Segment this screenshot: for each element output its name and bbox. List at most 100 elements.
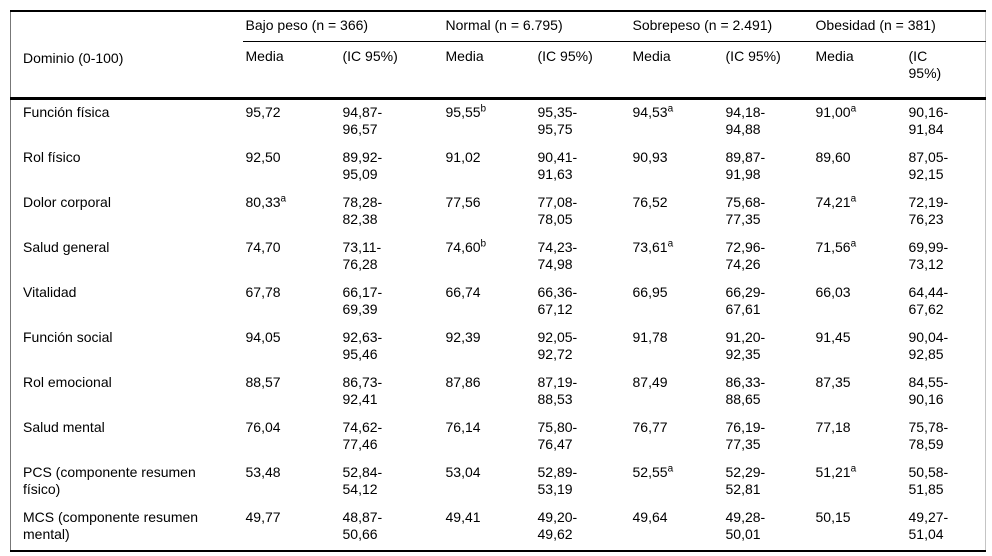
- ci-value: 94,87- 96,57: [342, 104, 383, 137]
- significance-marker: a: [850, 193, 857, 205]
- media-column-header: Media: [812, 41, 906, 100]
- table-header: Dominio (0-100) Bajo peso (n = 366) Norma…: [10, 11, 986, 100]
- significance-marker: b: [480, 103, 487, 115]
- media-value: 94,53a: [632, 103, 674, 120]
- ci-value: 90,04- 92,85: [908, 329, 949, 362]
- ci-column-header: (IC 95%): [722, 41, 813, 100]
- ci-value: 95,35- 95,75: [537, 104, 578, 137]
- ci-value: 73,11- 76,28: [342, 239, 382, 272]
- table-row: Rol emocional 88,57 86,73- 92,41 87,86 87,19-…: [11, 370, 986, 415]
- media-value: 87,35: [815, 374, 851, 390]
- media-value: 87,86: [445, 374, 481, 390]
- media-value: 53,48: [245, 464, 281, 480]
- table-row: Dolor corporal 80,33a 78,28- 82,38 77,56 77,0…: [11, 190, 986, 235]
- media-value: 90,93: [632, 149, 668, 165]
- ci-value: 77,08- 78,05: [537, 194, 578, 227]
- media-value: 66,03: [815, 284, 851, 300]
- media-value: 74,60b: [445, 238, 487, 255]
- ci-value: 87,05- 92,15: [908, 149, 949, 182]
- media-value: 91,02: [445, 149, 481, 165]
- ci-value: 49,27- 51,04: [905, 505, 986, 552]
- media-column-header: Media: [242, 41, 340, 100]
- ci-value: 86,33- 88,65: [725, 374, 766, 407]
- significance-marker: a: [667, 238, 674, 250]
- ci-value: 49,20- 49,62: [534, 505, 630, 552]
- ci-value: 64,44- 67,62: [908, 284, 949, 317]
- ci-value: 92,63- 95,46: [342, 329, 383, 362]
- ci-value: 52,29- 52,81: [725, 464, 766, 497]
- significance-marker: a: [667, 103, 674, 115]
- media-value: 77,18: [815, 419, 851, 435]
- table-row: PCS (componente resumen físico) 53,48 52,8…: [11, 460, 986, 505]
- media-value: 95,55b: [445, 103, 487, 120]
- table-row: Salud general 74,70 73,11- 76,28 74,60b 74,23…: [11, 235, 986, 280]
- ci-value: 49,28- 50,01: [722, 505, 813, 552]
- media-value: 74,21a: [815, 193, 857, 210]
- media-value: 51,21a: [815, 463, 857, 480]
- ci-value: 94,18- 94,88: [725, 104, 766, 137]
- ci-value: 74,62- 77,46: [342, 419, 383, 452]
- media-value: 91,78: [632, 329, 668, 345]
- ci-value: 66,29- 67,61: [725, 284, 766, 317]
- table-body: Función física 95,72 94,87- 96,57 95,55b 95,3…: [10, 99, 986, 552]
- sf36-by-weight-table: Dominio (0-100) Bajo peso (n = 366) Norma…: [10, 10, 987, 552]
- ci-value: 52,84- 54,12: [342, 464, 383, 497]
- table-row: Función social 94,05 92,63- 95,46 92,39 92,05…: [11, 325, 986, 370]
- significance-marker: a: [850, 103, 857, 115]
- domain-label: MCS (componente resumen mental): [10, 505, 243, 552]
- ci-column-header: (IC 95%): [339, 41, 443, 100]
- ci-value: 87,19- 88,53: [537, 374, 578, 407]
- media-value: 66,74: [445, 284, 481, 300]
- significance-marker: a: [667, 463, 674, 475]
- group-header: Normal (n = 6.795): [442, 11, 630, 42]
- domain-label: Vitalidad: [23, 284, 77, 300]
- media-value: 95,72: [245, 104, 281, 120]
- domain-label: Rol emocional: [23, 374, 112, 390]
- domain-label: PCS (componente resumen físico): [23, 464, 196, 497]
- media-value: 76,14: [445, 419, 481, 435]
- media-value: 80,33a: [245, 193, 287, 210]
- media-value: 76,04: [245, 419, 281, 435]
- media-value: 94,05: [245, 329, 281, 345]
- domain-label: Función física: [23, 104, 110, 120]
- domain-column-header: Dominio (0-100): [10, 11, 243, 100]
- ci-value: 66,36- 67,12: [537, 284, 578, 317]
- media-value: 66,95: [632, 284, 668, 300]
- ci-value: 84,55- 90,16: [908, 374, 949, 407]
- media-value: 73,61a: [632, 238, 674, 255]
- media-value: 67,78: [245, 284, 281, 300]
- media-column-header: Media: [629, 41, 723, 100]
- results-table-container: Dominio (0-100) Bajo peso (n = 366) Norma…: [10, 10, 987, 552]
- media-value: 77,56: [445, 194, 481, 210]
- ci-value: 75,78- 78,59: [908, 419, 949, 452]
- media-value: 88,57: [245, 374, 281, 390]
- subheader-row: Media (IC 95%) Media (IC 95%) Media (IC 95%) M…: [11, 41, 986, 100]
- ci-value: 72,96- 74,26: [725, 239, 766, 272]
- media-value: 91,45: [815, 329, 851, 345]
- ci-value: 76,19- 77,35: [725, 419, 766, 452]
- ci-value: 86,73- 92,41: [342, 374, 383, 407]
- media-value: 50,15: [812, 505, 906, 552]
- ci-value: 52,89- 53,19: [537, 464, 578, 497]
- ci-value: 48,87- 50,66: [339, 505, 443, 552]
- group-header: Sobrepeso (n = 2.491): [629, 11, 813, 42]
- domain-label: Dolor corporal: [23, 194, 111, 210]
- media-value: 76,77: [632, 419, 668, 435]
- significance-marker: a: [850, 238, 857, 250]
- media-value: 49,41: [442, 505, 535, 552]
- media-value: 74,70: [245, 239, 281, 255]
- ci-value: 91,20- 92,35: [725, 329, 766, 362]
- significance-marker: a: [850, 463, 857, 475]
- media-column-header: Media: [442, 41, 535, 100]
- ci-value: 74,23- 74,98: [537, 239, 578, 272]
- ci-column-header: (IC 95%): [534, 41, 630, 100]
- media-value: 92,50: [245, 149, 281, 165]
- table-row: Función física 95,72 94,87- 96,57 95,55b 95,3…: [11, 99, 986, 146]
- ci-column-header: (IC 95%): [905, 41, 986, 100]
- domain-label: Salud general: [23, 239, 110, 255]
- ci-value: 78,28- 82,38: [342, 194, 383, 227]
- media-value: 76,52: [632, 194, 668, 210]
- table-row: Rol físico 92,50 89,92- 95,09 91,02 90,41- 91,…: [11, 145, 986, 190]
- ci-value: 69,99- 73,12: [908, 239, 949, 272]
- media-value: 89,60: [815, 149, 851, 165]
